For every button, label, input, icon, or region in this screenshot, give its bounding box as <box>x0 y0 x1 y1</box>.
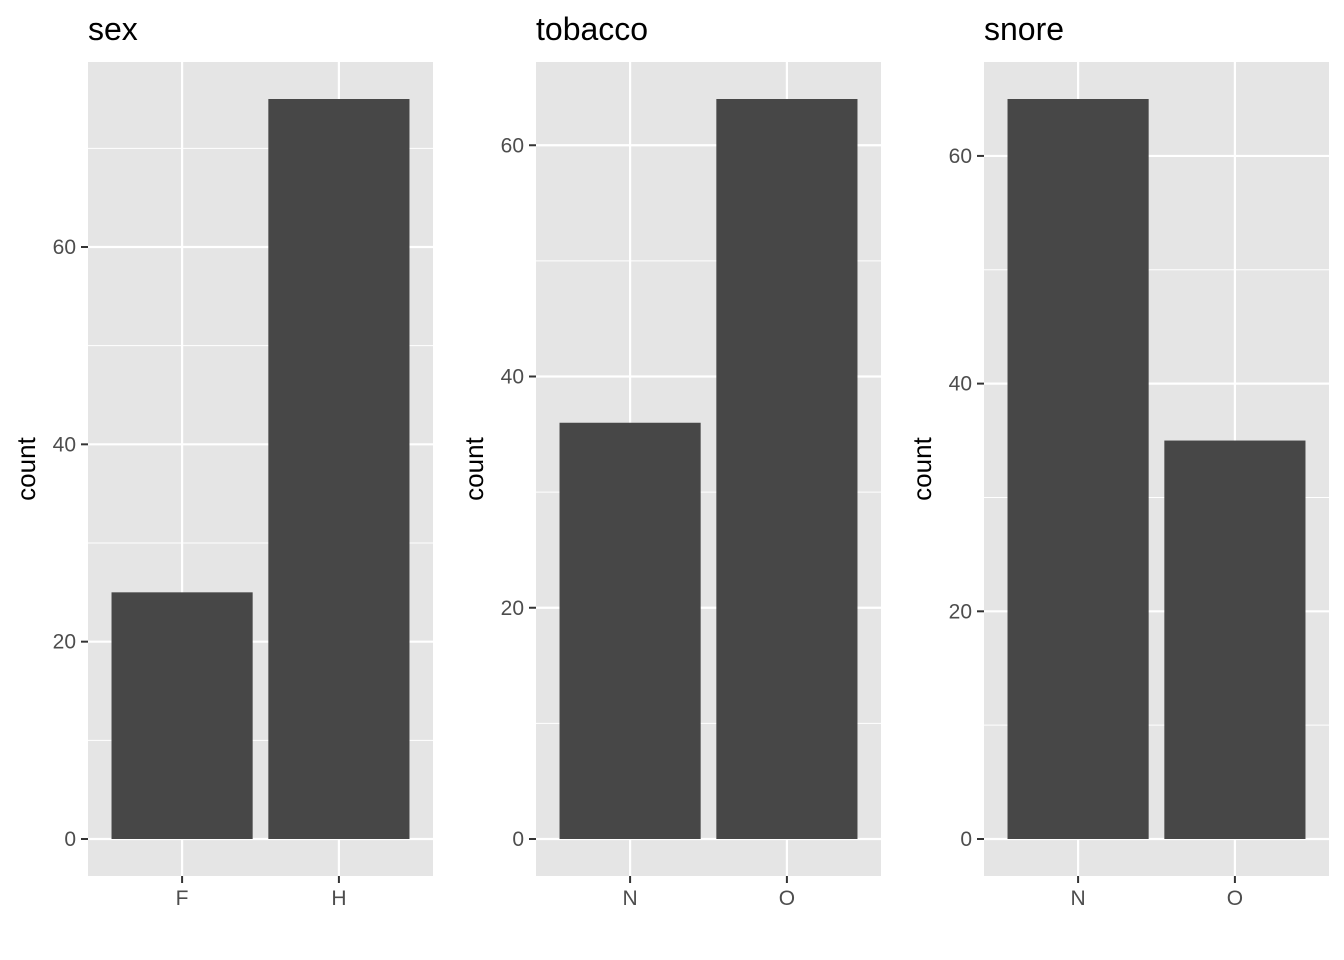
x-tick-label: F <box>176 887 189 910</box>
y-tick-label: 0 <box>960 828 972 851</box>
x-tick-label: O <box>1227 887 1243 910</box>
y-tick-label: 20 <box>949 600 972 623</box>
y-tick-label: 40 <box>53 433 76 456</box>
y-tick-label: 0 <box>64 828 76 851</box>
bar-N <box>1007 99 1149 839</box>
bar-H <box>268 99 410 839</box>
panel-title: sex <box>88 11 138 47</box>
y-tick-label: 60 <box>53 236 76 259</box>
bar-F <box>111 592 253 839</box>
bar-O <box>1164 440 1306 839</box>
y-tick-label: 0 <box>512 828 524 851</box>
x-tick-label: N <box>1071 887 1086 910</box>
y-axis-label: count <box>459 436 489 500</box>
bar-O <box>716 99 858 839</box>
x-tick-label: O <box>779 887 795 910</box>
x-tick-label: N <box>623 887 638 910</box>
y-tick-label: 40 <box>501 366 524 389</box>
y-axis-label: count <box>907 436 937 500</box>
y-tick-label: 20 <box>501 597 524 620</box>
y-tick-label: 40 <box>949 373 972 396</box>
y-axis-label: count <box>11 436 41 500</box>
panel-title: tobacco <box>536 11 648 47</box>
y-tick-label: 20 <box>53 631 76 654</box>
x-tick-label: H <box>331 887 346 910</box>
panel-title: snore <box>984 11 1064 47</box>
bar-N <box>559 422 701 839</box>
y-tick-label: 60 <box>949 145 972 168</box>
y-tick-label: 60 <box>501 134 524 157</box>
